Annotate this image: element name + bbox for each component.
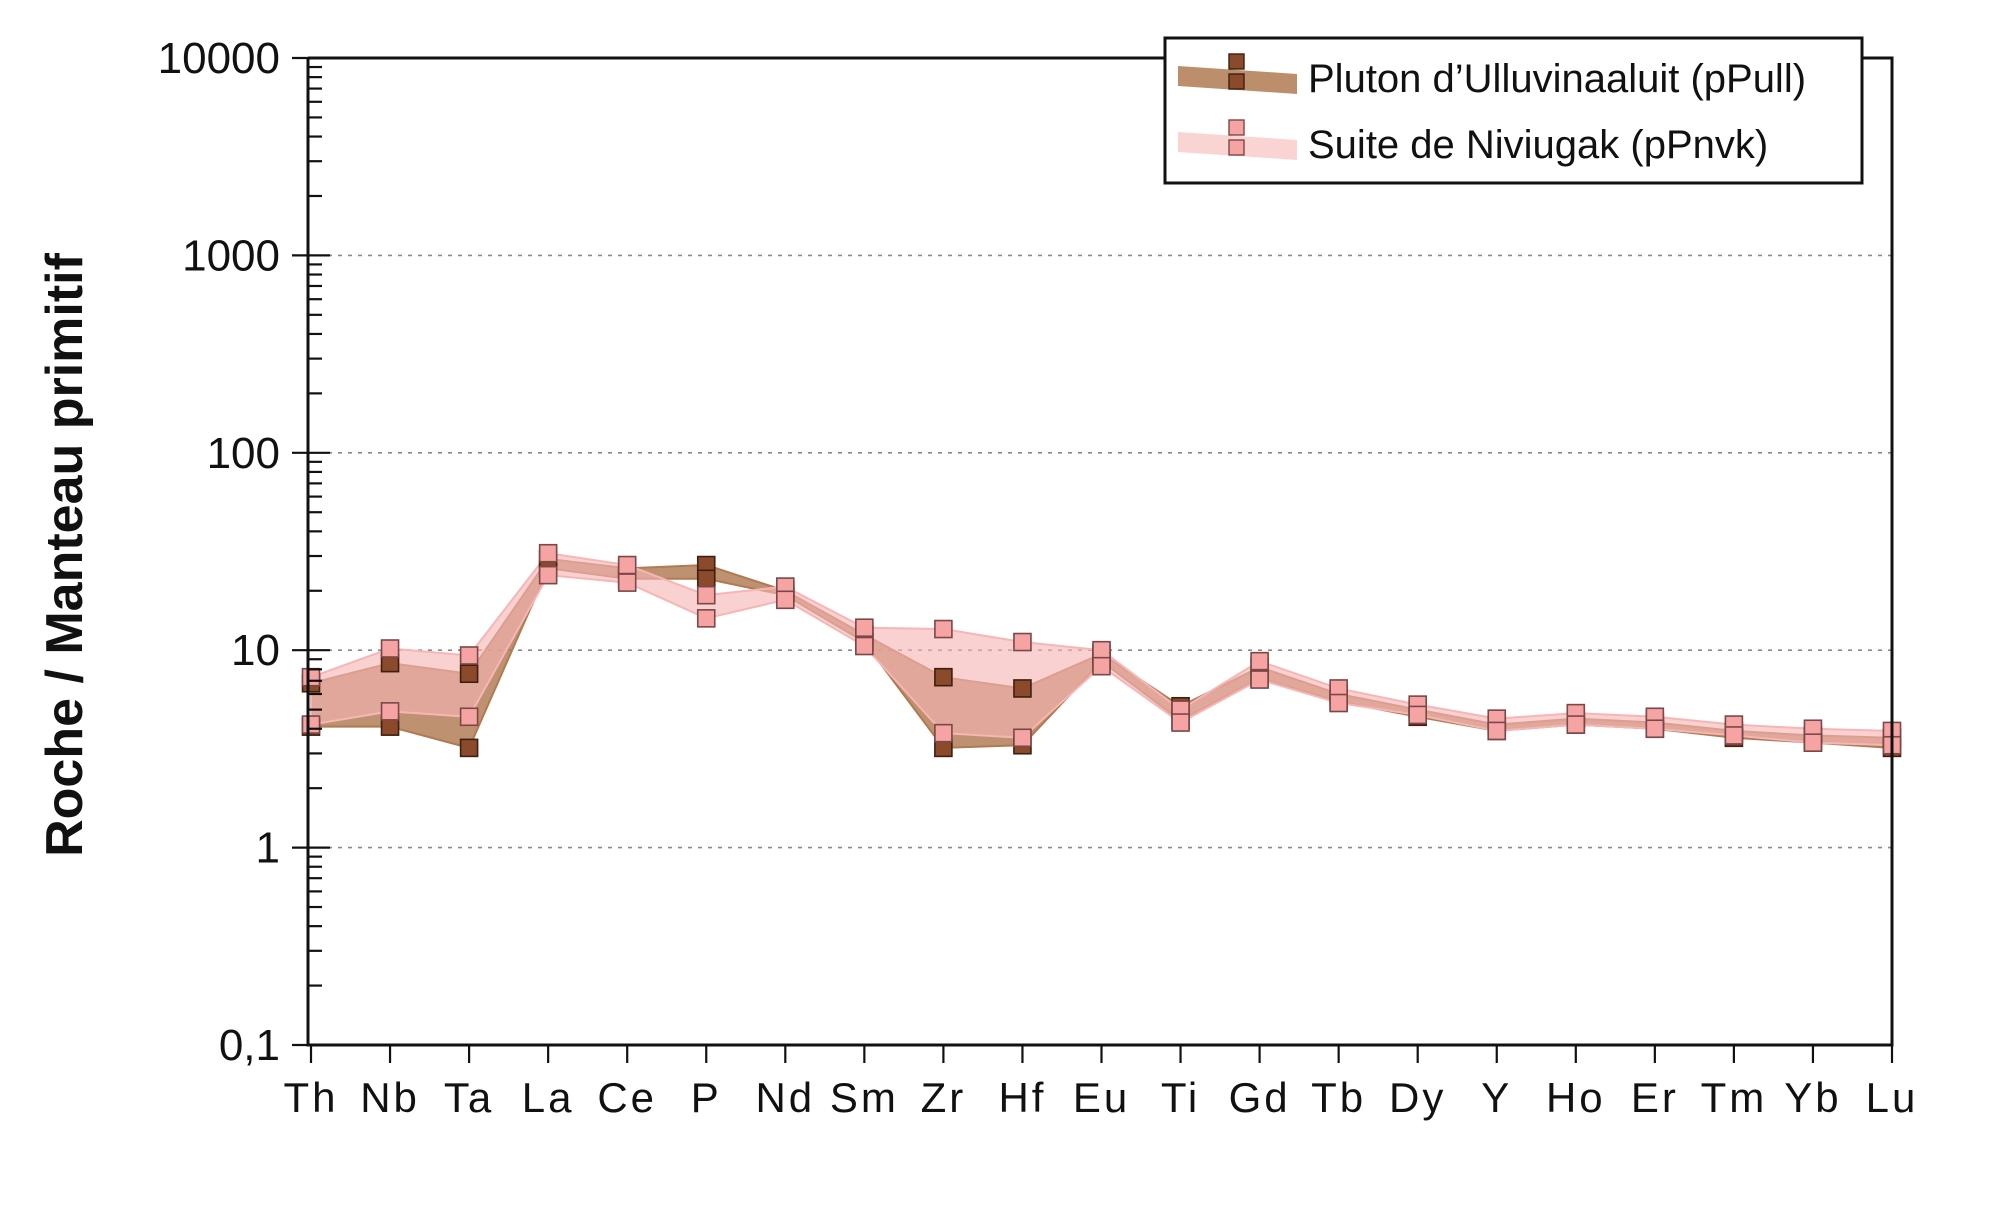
legend: Pluton d’Ulluvinaaluit (pPull) Suite de N… [1163,36,1864,185]
x-tick-label-Dy: Dy [1389,1074,1446,1121]
y-tick-label-0,1: 0,1 [219,1021,280,1070]
legend-label-2: Suite de Niviugak (pPnvk) [1308,123,1768,167]
x-tick-label-La: La [522,1074,575,1121]
series2-lower-marker-Zr [934,723,953,743]
series2-lower-marker-Ho [1566,715,1586,734]
x-tick-label-Er: Er [1631,1074,1679,1121]
series2-lower-marker-Ce [617,573,637,592]
x-tick-label-Gd: Gd [1229,1074,1291,1121]
series2-lower-marker-Nd [775,590,795,610]
y-tick-label-100: 100 [207,429,280,478]
series1-lower-marker-Ta [459,738,479,758]
axes [292,56,1894,1063]
series2-lower-marker-Dy [1408,705,1427,725]
x-tick-label-Ta: Ta [444,1074,494,1121]
legend-marker-upper-2 [1228,119,1245,136]
series2-lower-marker-Tm [1724,726,1744,745]
x-tick-label-Ce: Ce [597,1074,657,1121]
series2-lower-marker-Sm [855,636,874,656]
series2-lower-marker-Th [301,715,321,734]
legend-box [1163,36,1864,185]
series2-upper-marker-Ta [459,646,479,665]
x-tick-label-Eu: Eu [1073,1074,1130,1121]
y-axis-label: Roche / Manteau primitif [36,252,94,857]
series2-lower-marker-Ta [459,707,479,727]
legend-marker-upper-1 [1228,53,1245,70]
x-tick-label-Sm: Sm [830,1074,899,1121]
series2-lower-marker-Tb [1329,693,1348,713]
x-tick-label-Tb: Tb [1311,1074,1366,1121]
x-tick-label-Lu: Lu [1866,1074,1919,1121]
x-tick-label-Tm: Tm [1701,1074,1768,1121]
x-tick-label-Hf: Hf [998,1074,1046,1121]
x-tick-label-Nd: Nd [755,1074,815,1121]
x-tick-label-Th: Th [283,1074,338,1121]
y-tick-label-10000: 10000 [158,34,280,83]
series1-upper-marker-Zr [934,667,953,687]
series2-lower-marker-Yb [1803,733,1823,752]
series1-upper-marker-Ta [459,664,479,684]
series2-lower-marker-Gd [1250,670,1269,689]
series1-lower-marker-P [696,569,716,589]
series2-lower-marker-Ti [1171,713,1190,732]
y-tick-labels: 10000 1000 100 10 1 0,1 [158,34,280,1070]
legend-marker-lower-2 [1228,139,1245,156]
series2-upper-marker-Zr [934,619,953,639]
series1-upper-marker-Hf [1013,679,1032,698]
series2-upper-marker-Gd [1250,651,1269,671]
x-tick-label-Y: Y [1481,1074,1512,1121]
x-tick-labels: Th Nb Ta La Ce P Nd Sm Zr Hf Eu Ti Gd Tb Dy Y Ho Er Tm Yb Lu [283,1074,1919,1121]
x-tick-label-Nb: Nb [360,1074,420,1121]
series2-upper-marker-P [696,585,716,605]
x-tick-label-Yb: Yb [1784,1074,1841,1121]
x-tick-label-Ti: Ti [1161,1074,1200,1121]
x-tick-label-P: P [691,1074,722,1121]
y-tick-label-10: 10 [231,626,280,675]
series2-upper-marker-Eu [1092,640,1111,660]
series2-upper-marker-Hf [1013,632,1032,652]
series2-lower-marker-Y [1487,721,1507,741]
series2-upper-marker-Sm [855,618,874,638]
series2-lower-marker-Nb [380,702,400,721]
legend-label-1: Pluton d’Ulluvinaaluit (pPull) [1308,57,1806,101]
series2-upper-marker-Nb [380,639,400,658]
series1-lower-marker-Nb [380,717,400,736]
series2-upper-marker-Ce [617,555,637,575]
data-markers [301,543,1902,758]
legend-marker-lower-1 [1228,73,1245,90]
series2-lower-marker-P [696,609,716,628]
y-tick-label-1000: 1000 [182,231,280,280]
series2-lower-marker-Hf [1013,728,1032,748]
x-tick-label-Ho: Ho [1546,1074,1606,1121]
series2-upper-marker-Th [301,667,321,687]
x-tick-label-Zr: Zr [921,1074,967,1121]
series2-lower-marker-Eu [1092,656,1111,676]
series2-upper-marker-La [538,543,558,563]
series2-lower-marker-Er [1645,719,1665,739]
series2-lower-marker-La [538,565,558,585]
y-tick-label-1: 1 [256,824,280,873]
